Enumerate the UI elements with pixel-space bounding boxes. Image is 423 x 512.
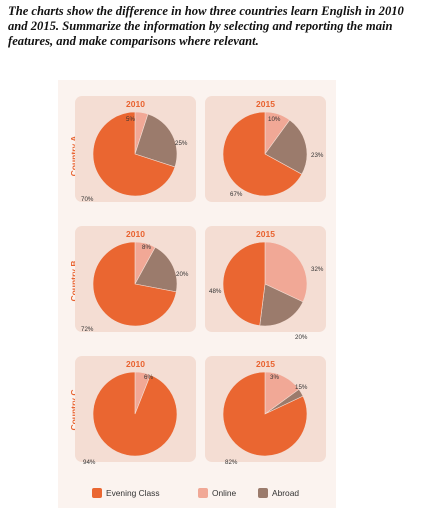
slice-label-online: 32% [311, 266, 324, 273]
legend-swatch-evening [92, 488, 102, 498]
slice-label-evening-class: 48% [209, 288, 222, 295]
panel-year-label: 2015 [256, 359, 275, 369]
legend-label-evening: Evening Class [106, 488, 160, 498]
slice-label-abroad: 3% [270, 374, 279, 381]
pie-slice-evening-class [222, 371, 308, 457]
pie-chart [222, 241, 308, 327]
pie-slice-evening-class [222, 241, 266, 327]
panel-year-label: 2010 [126, 359, 145, 369]
panel-year-label: 2010 [126, 99, 145, 109]
legend-item-evening: Evening Class [92, 488, 160, 498]
slice-label-evening-class: 82% [225, 459, 238, 466]
pie-slice-evening-class [92, 241, 177, 327]
pie-panel-country-b-2015: 2015 48% 32% 20% [205, 226, 326, 341]
pie-slice-abroad [259, 283, 304, 327]
legend-label-abroad: Abroad [272, 488, 300, 498]
pie-chart [222, 111, 308, 197]
pie-panel-country-b-2010: 2010 72% 8% 20% [75, 226, 196, 333]
legend-swatch-abroad [258, 488, 268, 498]
legend-swatch-online [198, 488, 208, 498]
slice-label-evening-class: 94% [83, 459, 96, 466]
slice-label-abroad: 20% [176, 271, 189, 278]
slice-label-evening-class: 70% [81, 196, 94, 203]
slice-label-online: 5% [126, 116, 135, 123]
pie-chart [92, 371, 178, 457]
slice-label-online: 6% [144, 374, 153, 381]
chart-legend: Evening Class Online Abroad [86, 488, 336, 504]
slice-label-abroad: 20% [295, 334, 308, 341]
slice-label-online: 15% [295, 384, 308, 391]
pie-slice-abroad [134, 113, 178, 168]
slice-label-evening-class: 67% [230, 191, 243, 198]
pie-slice-evening-class [222, 111, 303, 197]
pie-slice-evening-class [92, 111, 176, 197]
panel-year-label: 2010 [126, 229, 145, 239]
pie-chart [222, 371, 308, 457]
legend-item-abroad: Abroad [258, 488, 299, 498]
task-prompt: The charts show the difference in how th… [8, 4, 404, 48]
pie-slice-evening-class [92, 371, 178, 457]
slice-label-evening-class: 72% [81, 326, 94, 333]
slice-label-online: 8% [142, 244, 151, 251]
panel-year-label: 2015 [256, 229, 275, 239]
pie-slice-abroad [134, 246, 178, 293]
slice-label-abroad: 23% [311, 152, 324, 159]
pie-slice-online [264, 241, 308, 303]
pie-slice-abroad [264, 119, 308, 175]
legend-item-online: Online [198, 488, 236, 498]
pie-panel-country-c-2015: 2015 82% 15% 3% [205, 356, 326, 466]
slice-label-online: 10% [268, 116, 281, 123]
legend-label-online: Online [212, 488, 237, 498]
pie-chart [92, 111, 178, 197]
panel-year-label: 2015 [256, 99, 275, 109]
pie-chart [92, 241, 178, 327]
pie-panel-country-a-2010: 2010 70% 5% 25% [75, 96, 196, 203]
slice-label-abroad: 25% [175, 140, 188, 147]
pie-panel-country-c-2010: 2010 94% 6% [75, 356, 196, 466]
pie-panel-country-a-2015: 2015 67% 10% 23% [205, 96, 326, 202]
